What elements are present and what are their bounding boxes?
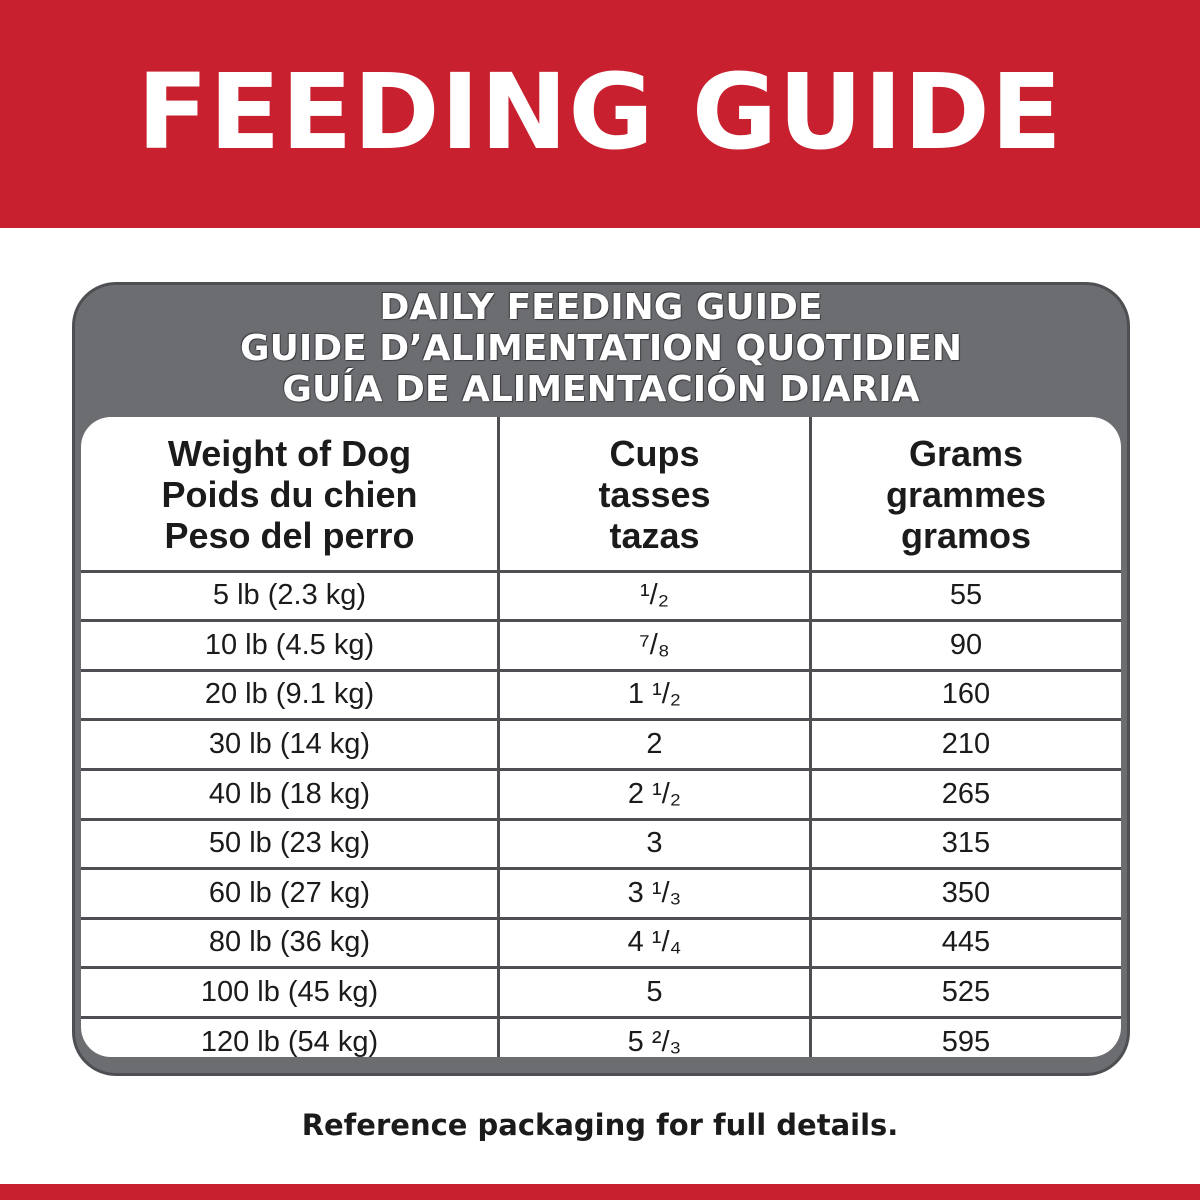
cell-grams: 160 xyxy=(941,678,991,711)
row-divider xyxy=(81,668,1121,672)
cell-grams: 350 xyxy=(941,876,991,909)
row-divider xyxy=(81,916,1121,920)
row-divider xyxy=(81,817,1121,821)
cell-weight: 120 lb (54 kg) xyxy=(200,1025,379,1057)
cell-cups: 2 ¹/₂ xyxy=(627,777,682,810)
cell-weight: 20 lb (9.1 kg) xyxy=(204,678,375,711)
table-row: 30 lb (14 kg) 2 210 xyxy=(81,720,1121,770)
cell-cups: 5 ²/₃ xyxy=(627,1025,682,1057)
table-row: 5 lb (2.3 kg) ¹/₂ 55 xyxy=(81,571,1121,621)
header-label: Peso del perro xyxy=(164,514,415,556)
header-label: Cups xyxy=(609,432,700,474)
cell-weight: 60 lb (27 kg) xyxy=(208,876,371,909)
table-header-row: Weight of Dog Poids du chien Peso del pe… xyxy=(81,417,1121,571)
table-row: 10 lb (4.5 kg) ⁷/₈ 90 xyxy=(81,621,1121,671)
table-row: 80 lb (36 kg) 4 ¹/₄ 445 xyxy=(81,918,1121,968)
cell-grams: 210 xyxy=(941,728,991,761)
cell-grams: 90 xyxy=(949,628,983,661)
bottom-bar xyxy=(0,1184,1200,1200)
table-row: 100 lb (45 kg) 5 525 xyxy=(81,968,1121,1018)
row-divider xyxy=(81,1015,1121,1019)
cell-cups: 1 ¹/₂ xyxy=(627,678,682,711)
cell-grams: 265 xyxy=(941,777,991,810)
feeding-guide-panel: DAILY FEEDING GUIDE GUIDE D’ALIMENTATION… xyxy=(72,282,1130,1076)
page-title: FEEDING GUIDE xyxy=(137,51,1063,173)
table-row: 120 lb (54 kg) 5 ²/₃ 595 xyxy=(81,1017,1121,1057)
table-row: 50 lb (23 kg) 3 315 xyxy=(81,819,1121,869)
header-label: Poids du chien xyxy=(161,473,418,515)
header-label: Weight of Dog xyxy=(167,432,412,474)
header-label: Grams xyxy=(908,432,1024,474)
heading-spanish: GUÍA DE ALIMENTACIÓN DIARIA xyxy=(282,369,920,410)
cell-grams: 445 xyxy=(941,926,991,959)
header-label: tasses xyxy=(598,473,711,515)
header-weight: Weight of Dog Poids du chien Peso del pe… xyxy=(81,417,498,571)
row-divider xyxy=(81,966,1121,970)
cell-weight: 10 lb (4.5 kg) xyxy=(204,628,375,661)
header-label: grammes xyxy=(885,473,1047,515)
cell-weight: 30 lb (14 kg) xyxy=(208,728,371,761)
cell-cups: ¹/₂ xyxy=(640,579,669,612)
row-divider xyxy=(81,767,1121,771)
cell-weight: 80 lb (36 kg) xyxy=(208,926,371,959)
header-cups: Cups tasses tazas xyxy=(498,417,811,571)
row-divider xyxy=(81,619,1121,623)
panel-heading: DAILY FEEDING GUIDE GUIDE D’ALIMENTATION… xyxy=(75,287,1127,410)
header-grams: Grams grammes gramos xyxy=(811,417,1121,571)
cell-cups: 3 ¹/₃ xyxy=(627,876,682,909)
cell-grams: 525 xyxy=(941,976,991,1009)
cell-weight: 50 lb (23 kg) xyxy=(208,827,371,860)
cell-cups: 3 xyxy=(646,827,663,860)
row-divider xyxy=(81,718,1121,722)
header-label: gramos xyxy=(900,514,1032,556)
cell-weight: 100 lb (45 kg) xyxy=(200,976,379,1009)
cell-grams: 595 xyxy=(941,1025,991,1057)
cell-cups: 4 ¹/₄ xyxy=(627,926,682,959)
cell-weight: 5 lb (2.3 kg) xyxy=(212,579,367,612)
feeding-table: Weight of Dog Poids du chien Peso del pe… xyxy=(81,417,1121,1057)
table-row: 20 lb (9.1 kg) 1 ¹/₂ 160 xyxy=(81,670,1121,720)
cell-weight: 40 lb (18 kg) xyxy=(208,777,371,810)
title-banner: FEEDING GUIDE xyxy=(0,0,1200,228)
table-row: 40 lb (18 kg) 2 ¹/₂ 265 xyxy=(81,769,1121,819)
cell-cups: ⁷/₈ xyxy=(639,628,670,661)
header-label: tazas xyxy=(609,514,700,556)
heading-french: GUIDE D’ALIMENTATION QUOTIDIEN xyxy=(240,328,962,369)
column-divider xyxy=(809,417,812,1057)
column-divider xyxy=(497,417,500,1057)
row-divider xyxy=(81,867,1121,871)
heading-english: DAILY FEEDING GUIDE xyxy=(379,287,823,328)
cell-grams: 315 xyxy=(941,827,991,860)
table-row: 60 lb (27 kg) 3 ¹/₃ 350 xyxy=(81,869,1121,919)
cell-grams: 55 xyxy=(949,579,983,612)
row-divider xyxy=(81,569,1121,573)
footer-note: Reference packaging for full details. xyxy=(301,1108,899,1142)
cell-cups: 2 xyxy=(646,728,663,761)
cell-cups: 5 xyxy=(646,976,663,1009)
